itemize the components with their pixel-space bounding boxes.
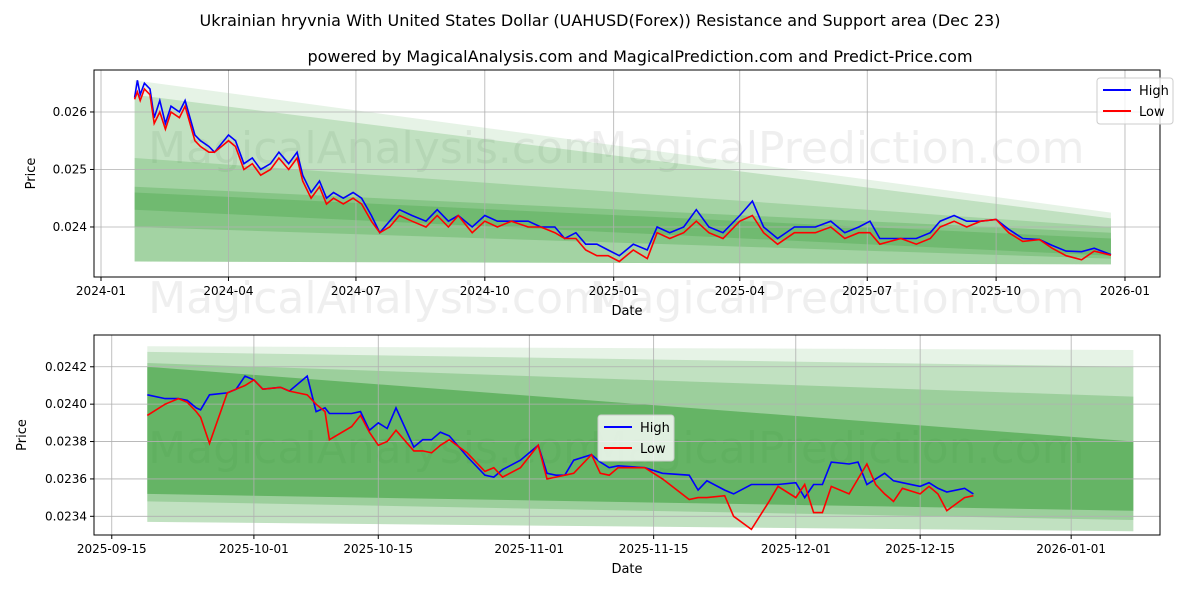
y-tick-label: 0.0234 [45,509,87,523]
y-tick-label: 0.0236 [45,472,87,486]
watermark-text: MagicalPrediction.com [590,123,1085,174]
x-tick-label: 2025-10-15 [343,542,413,556]
watermark-text: MagicalPrediction.com [590,273,1085,324]
x-tick-label: 2026-01-01 [1036,542,1106,556]
chart-title: Ukrainian hryvnia With United States Dol… [200,11,1001,30]
y-axis-label: Price [24,158,39,190]
watermark-text: MagicalAnalysis.com [148,123,606,174]
x-tick-label: 2024-10 [460,284,510,298]
x-tick-label: 2024-04 [203,284,253,298]
x-tick-label: 2025-12-01 [761,542,831,556]
y-tick-label: 0.0240 [45,397,87,411]
plot-frame [93,334,1161,536]
bottom-chart: MagicalAnalysis.comMagicalPrediction.com… [15,334,1161,577]
legend-label-low: Low [640,442,666,457]
x-axis-label: Date [611,304,642,319]
y-tick-label: 0.025 [53,162,87,176]
x-tick-label: 2025-07 [842,284,892,298]
x-tick-label: 2025-04 [715,284,765,298]
x-tick-label: 2024-01 [76,284,126,298]
x-tick-label: 2025-01 [589,284,639,298]
legend-label-high: High [1139,84,1169,99]
y-tick-label: 0.0242 [45,360,87,374]
x-axis-label: Date [611,562,642,577]
x-tick-label: 2026-01 [1100,284,1150,298]
legend: High Low [597,414,675,462]
x-tick-label: 2025-11-01 [494,542,564,556]
y-axis-label: Price [15,419,30,451]
low-series-line [133,87,1112,263]
chart-subtitle: powered by MagicalAnalysis.com and Magic… [307,47,972,66]
x-tick-label: 2025-10 [971,284,1021,298]
y-tick-label: 0.024 [53,220,87,234]
legend: High Low [1096,77,1174,125]
legend-label-low: Low [1139,105,1165,120]
x-tick-label: 2024-07 [331,284,381,298]
x-tick-label: 2025-11-15 [619,542,689,556]
legend-label-high: High [640,421,670,436]
low-series-line [146,378,974,531]
x-tick-label: 2025-12-15 [885,542,955,556]
y-tick-label: 0.026 [53,105,87,119]
top-chart: MagicalAnalysis.comMagicalPrediction.com… [24,69,1174,324]
x-tick-label: 2025-09-15 [77,542,147,556]
watermark-text: MagicalAnalysis.com [148,273,606,324]
y-tick-label: 0.0238 [45,435,87,449]
x-tick-label: 2025-10-01 [219,542,289,556]
plot-frame [93,69,1161,278]
